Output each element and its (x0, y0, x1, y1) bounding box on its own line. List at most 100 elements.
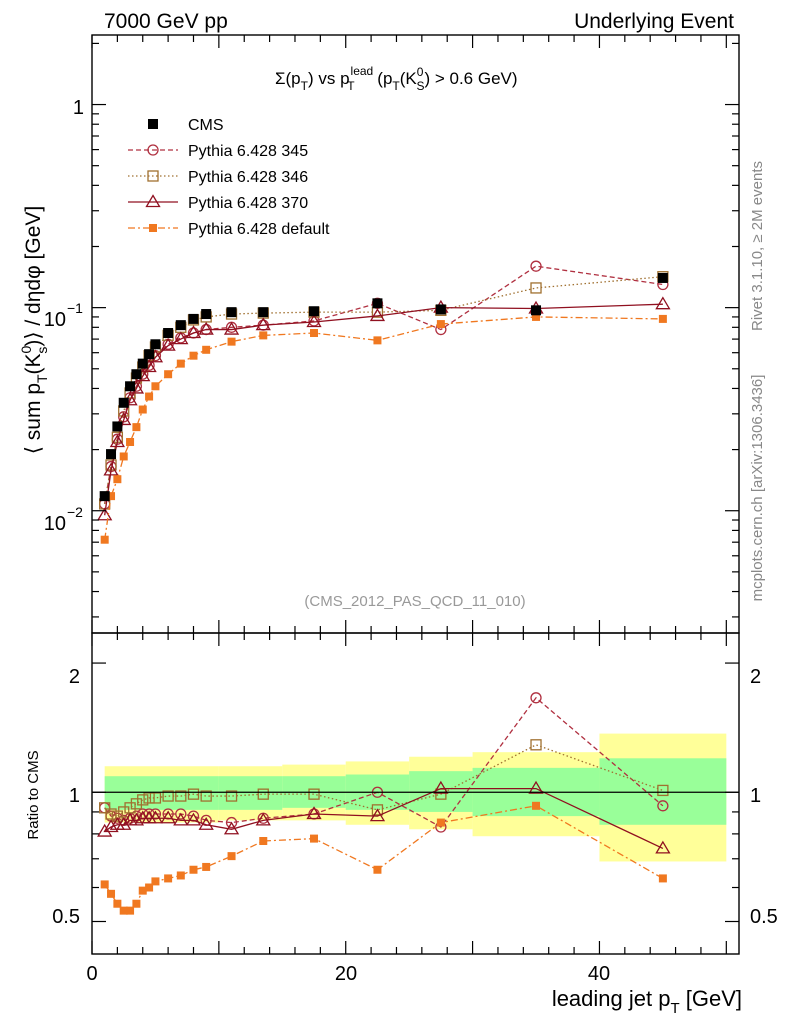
mcplots-label: mcplots.cern.ch [arXiv:1306.3436] (749, 375, 766, 602)
point-cms-1 (106, 449, 117, 460)
xtick-label-40: 40 (588, 963, 610, 985)
ratio-point-pythia-6-428-370-8 (147, 810, 164, 824)
legend-entry-cms: CMS (148, 117, 224, 134)
point-pythia-6-428-370-13 (223, 321, 240, 335)
ratio-series-pythia-6-428-default (100, 801, 667, 915)
main-y-tick-labels: 1 10 −1 10 −2 (44, 97, 84, 535)
ratio-point-pythia-6-428-default-1 (107, 889, 116, 898)
ratio-point-pythia-6-428-default-14 (259, 837, 268, 846)
ratio-ytick-0.5-left: 0.5 (52, 906, 80, 928)
ratio-y-axis-title: Ratio to CMS (25, 750, 42, 839)
point-cms-17 (435, 304, 446, 315)
ratio-point-pythia-6-428-default-6 (138, 886, 147, 895)
point-cms-6 (137, 358, 148, 369)
point-pythia-6-428-default-1 (107, 492, 116, 501)
ratio-point-pythia-6-428-default-0 (100, 880, 109, 889)
axis-ticks (91, 35, 739, 954)
xtick-label-0: 0 (86, 963, 97, 985)
ratio-point-pythia-6-428-346-12 (200, 790, 212, 802)
ratio-point-pythia-6-428-370-18 (528, 780, 544, 794)
point-pythia-6-428-370-9 (160, 337, 176, 351)
ratio-ytick-0.5-right: 0.5 (750, 906, 778, 928)
point-pythia-6-428-370-3 (116, 412, 132, 426)
legend-label-default: Pythia 6.428 default (188, 221, 330, 238)
ratio-point-pythia-6-428-default-4 (126, 906, 135, 915)
ratio-point-pythia-6-428-346-13 (225, 790, 238, 802)
point-pythia-6-428-346-18 (530, 282, 542, 294)
ratio-point-pythia-6-428-370-14 (255, 812, 271, 826)
series-cms (99, 272, 668, 502)
legend-marker-cms (148, 119, 158, 129)
ratio-point-pythia-6-428-346-8 (149, 792, 162, 804)
legend-label-346: Pythia 6.428 346 (188, 169, 308, 186)
point-pythia-6-428-default-15 (310, 329, 319, 338)
rivet-label: Rivet 3.1.10, ≥ 2M events (749, 161, 766, 331)
point-pythia-6-428-370-1 (103, 462, 119, 476)
ytick-label-1: 1 (73, 97, 84, 119)
point-cms-0 (99, 491, 110, 502)
ratio-point-pythia-6-428-346-18 (530, 739, 542, 751)
ratio-point-pythia-6-428-default-7 (145, 883, 154, 892)
ratio-point-pythia-6-428-345-10 (175, 808, 187, 820)
legend-label-345: Pythia 6.428 345 (188, 143, 308, 160)
ratio-ytick-1-left: 1 (69, 785, 80, 807)
point-cms-11 (188, 313, 199, 324)
point-cms-18 (531, 305, 542, 316)
ratio-point-pythia-6-428-370-16 (369, 808, 386, 822)
ratio-point-pythia-6-428-370-15 (306, 806, 322, 820)
point-pythia-6-428-370-15 (306, 314, 322, 328)
point-pythia-6-428-default-5 (132, 423, 141, 432)
legend-entry-default: Pythia 6.428 default (128, 221, 330, 238)
point-cms-9 (163, 328, 174, 339)
legend-entry-345: Pythia 6.428 345 (128, 143, 308, 160)
point-pythia-6-428-default-7 (145, 392, 154, 401)
ratio-ytick-2-right: 2 (750, 666, 761, 688)
point-cms-2 (112, 421, 123, 432)
ratio-point-pythia-6-428-346-15 (308, 788, 320, 800)
ratio-point-pythia-6-428-346-3 (118, 806, 130, 818)
point-cms-19 (657, 272, 668, 283)
ratio-point-pythia-6-428-default-11 (189, 865, 198, 874)
point-pythia-6-428-default-8 (151, 382, 160, 391)
ratio-point-pythia-6-428-default-10 (176, 871, 185, 880)
point-cms-12 (201, 309, 212, 320)
ratio-point-pythia-6-428-default-17 (436, 818, 445, 827)
legend-marker-345 (147, 144, 159, 156)
ratio-point-pythia-6-428-default-2 (113, 899, 122, 908)
ratio-point-pythia-6-428-370-17 (433, 780, 449, 794)
point-pythia-6-428-default-0 (100, 535, 109, 544)
x-axis-title: leading jet pT [GeV] (552, 986, 742, 1017)
process-label: Underlying Event (574, 10, 734, 33)
ratio-series-pythia-6-428-346 (99, 739, 669, 822)
ratio-point-pythia-6-428-370-13 (223, 821, 240, 835)
ratio-point-pythia-6-428-346-0 (99, 802, 111, 814)
line-pythia-6-428-346 (104, 276, 663, 505)
point-pythia-6-428-370-2 (109, 434, 126, 448)
point-cms-10 (175, 320, 186, 331)
ytick-exp-minus2: −2 (67, 504, 83, 520)
legend-marker-346 (147, 170, 159, 182)
point-cms-14 (258, 307, 269, 318)
point-pythia-6-428-default-11 (189, 351, 198, 360)
point-cms-4 (125, 381, 136, 392)
legend-entry-346: Pythia 6.428 346 (128, 169, 308, 186)
point-pythia-6-428-345-18 (530, 260, 542, 272)
ratio-point-pythia-6-428-346-11 (187, 788, 200, 800)
series-pythia-6-428-345 (99, 260, 669, 510)
series-pythia-6-428-default (100, 312, 667, 544)
ratio-point-pythia-6-428-370-1 (103, 819, 119, 833)
ratio-point-pythia-6-428-default-13 (227, 852, 236, 861)
main-y-axis-title: ⟨ sum pT(K0s)⟩ / dηdφ [GeV] (18, 206, 50, 454)
ratio-band-inner-4 (409, 771, 473, 812)
point-pythia-6-428-default-18 (532, 312, 541, 321)
line-pythia-6-428-345 (104, 265, 663, 505)
point-pythia-6-428-default-2 (113, 475, 122, 484)
plot-title: Σ(pT) vs plead T (pT(K0 S) > 0.6 GeV) (275, 64, 518, 93)
ratio-point-pythia-6-428-345-9 (162, 808, 174, 820)
ratio-point-pythia-6-428-346-1 (105, 808, 117, 820)
point-pythia-6-428-default-6 (138, 405, 147, 414)
point-cms-7 (144, 349, 155, 360)
ratio-point-pythia-6-428-370-11 (185, 812, 202, 826)
ratio-panel-frame (91, 632, 740, 955)
